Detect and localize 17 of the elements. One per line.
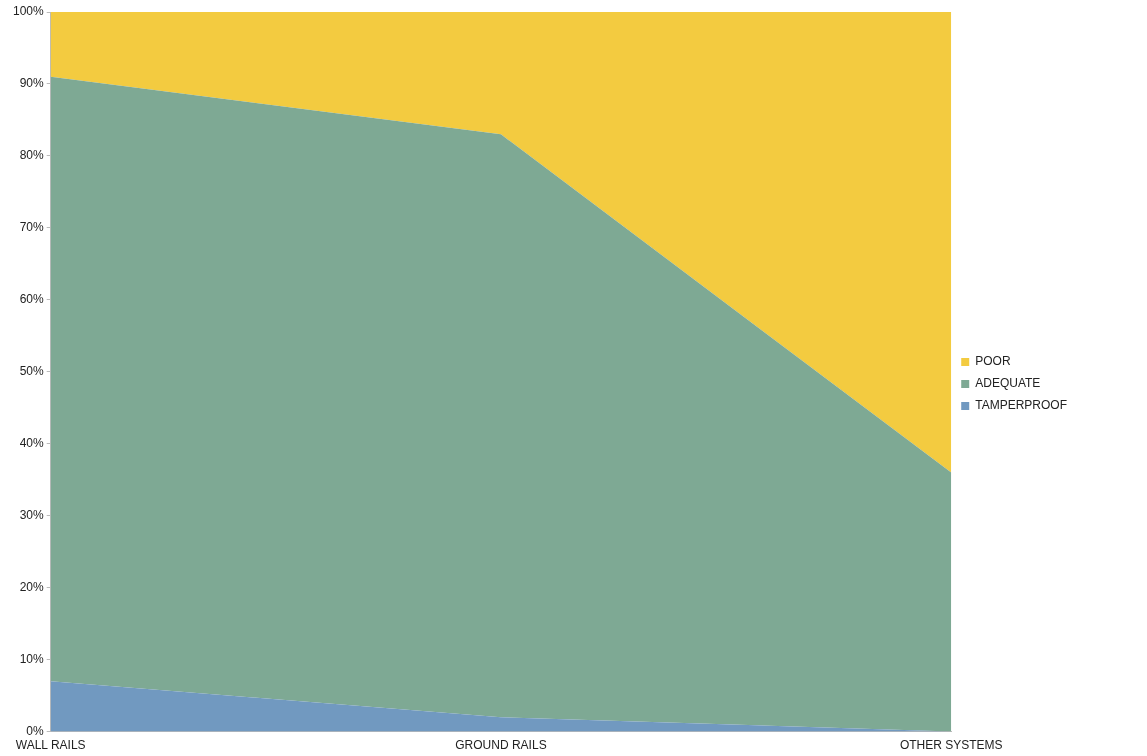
y-tick-label: 100% [12, 4, 45, 19]
x-tick-label: WALL RAILS [15, 738, 86, 753]
y-tick-label: 30% [19, 508, 45, 523]
y-tick-label: 70% [19, 220, 45, 235]
y-tick-label: 20% [19, 579, 45, 594]
y-tick-label: 50% [19, 364, 45, 379]
y-tick-label: 0% [26, 723, 45, 738]
x-tick-label: GROUND RAILS [455, 738, 547, 753]
y-tick-label: 40% [19, 436, 45, 451]
legend-label: POOR [975, 354, 1011, 369]
y-tick-label: 90% [19, 76, 45, 91]
legend-label: TAMPERPROOF [975, 398, 1067, 413]
x-tick-label: OTHER SYSTEMS [899, 738, 1003, 753]
y-tick-label: 80% [19, 148, 45, 163]
legend-label: ADEQUATE [975, 376, 1041, 391]
y-tick-label: 60% [19, 292, 45, 307]
y-tick-label: 10% [19, 651, 45, 666]
